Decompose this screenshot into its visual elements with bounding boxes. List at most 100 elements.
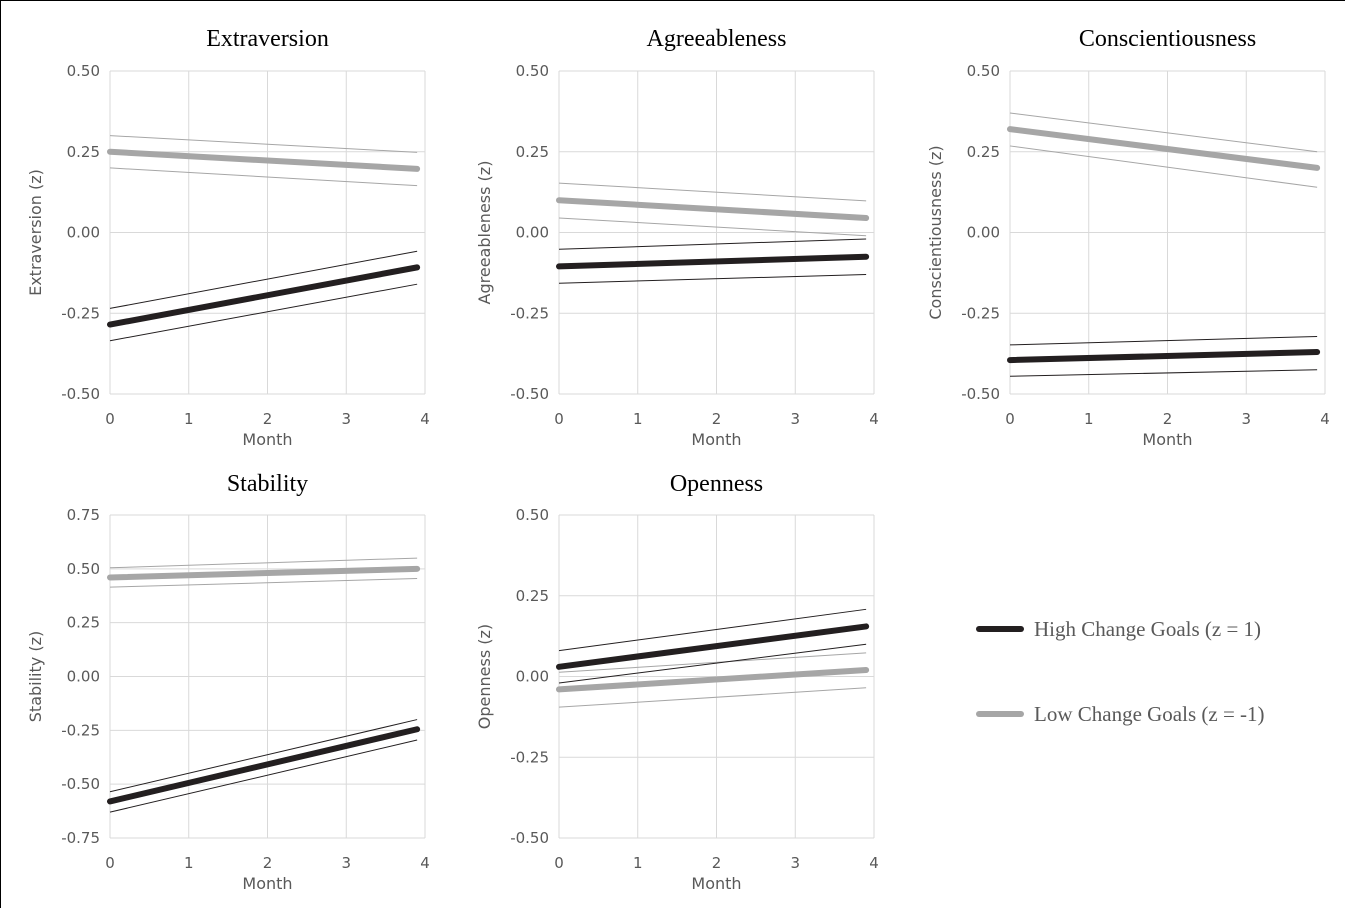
ci-upper-line-low — [1009, 112, 1318, 153]
legend-label-high: High Change Goals (z = 1) — [1034, 617, 1261, 641]
y-tick-label: -0.50 — [510, 829, 549, 847]
ci-lower-line-low — [109, 578, 418, 588]
y-tick-label: 0.50 — [967, 62, 1000, 80]
y-axis-title: Stability (z) — [26, 631, 45, 722]
series-line-low — [107, 148, 421, 172]
y-tick-label: 0.25 — [516, 587, 549, 605]
x-tick-label: 0 — [554, 854, 564, 872]
y-axis-title: Openness (z) — [475, 624, 494, 729]
x-tick-label: 2 — [263, 854, 273, 872]
y-tick-label: 0.00 — [67, 224, 100, 242]
x-tick-label: 1 — [633, 854, 643, 872]
x-tick-label: 4 — [1320, 410, 1330, 428]
panel-conscientiousness: Conscientiousness -0.50 -0.25 0.00 0.25 0.50 0… — [926, 26, 1330, 449]
ci-lower-line-low — [109, 167, 418, 187]
y-tick-label: 0.00 — [516, 224, 549, 242]
y-tick-label: 0.50 — [516, 62, 549, 80]
y-tick-label: 0.75 — [67, 506, 100, 524]
y-tick-label: -0.25 — [510, 304, 549, 322]
x-tick-label: 3 — [1241, 410, 1251, 428]
panel-stability: Stability -0.75 -0.50 -0.25 0.00 0.25 0.50 0.75… — [26, 471, 430, 893]
x-tick-label: 1 — [184, 854, 194, 872]
ci-lower-line-low — [1009, 145, 1318, 188]
y-tick-label: 0.50 — [516, 506, 549, 524]
x-tick-label: 0 — [105, 410, 115, 428]
x-tick-label: 0 — [554, 410, 564, 428]
ci-lower-line-low — [558, 217, 867, 237]
x-tick-label: 2 — [263, 410, 273, 428]
x-tick-label: 3 — [790, 410, 800, 428]
x-tick-label: 1 — [633, 410, 643, 428]
x-tick-label: 3 — [341, 410, 351, 428]
x-axis-title: Month — [1142, 430, 1192, 449]
panel-openness: Openness -0.50 -0.25 0.00 0.25 0.50 0 1 2 3 4 Month… — [475, 471, 879, 893]
y-tick-label: -0.25 — [510, 748, 549, 766]
ci-upper-line-high — [558, 608, 867, 652]
ci-lower-line-high — [558, 643, 867, 684]
ci-lower-line-high — [109, 739, 418, 813]
y-tick-label: 0.25 — [516, 143, 549, 161]
x-axis-title: Month — [242, 874, 292, 893]
x-tick-label: 2 — [712, 410, 722, 428]
y-tick-label: 0.00 — [516, 668, 549, 686]
ci-lower-line-high — [1009, 369, 1318, 377]
series-line-high — [556, 623, 870, 670]
ci-lower-line-high — [558, 273, 867, 284]
panel-extraversion: Extraversion -0.50 -0.25 0.00 0.25 0.50 0 1 2 3 4 M… — [26, 26, 430, 449]
series-line-high — [1007, 349, 1321, 364]
y-tick-label: -0.50 — [961, 385, 1000, 403]
x-tick-label: 3 — [790, 854, 800, 872]
x-axis-title: Month — [242, 430, 292, 449]
y-tick-label: 0.00 — [67, 668, 100, 686]
x-tick-label: 2 — [1163, 410, 1173, 428]
y-tick-label: -0.25 — [961, 304, 1000, 322]
x-tick-label: 3 — [341, 854, 351, 872]
panel-title: Conscientiousness — [1079, 26, 1256, 52]
panel-title: Openness — [670, 471, 763, 497]
series-line-low — [556, 197, 870, 221]
y-tick-label: -0.25 — [61, 721, 100, 739]
y-tick-label: -0.50 — [61, 385, 100, 403]
x-axis-title: Month — [691, 874, 741, 893]
y-axis-title: Agreeableness (z) — [475, 161, 494, 305]
series-line-low — [1007, 126, 1321, 171]
ci-upper-line-low — [558, 652, 867, 673]
panel-title: Agreeableness — [647, 26, 787, 52]
legend: High Change Goals (z = 1) Low Change Goal… — [976, 617, 1265, 726]
y-tick-label: 0.25 — [967, 143, 1000, 161]
y-tick-label: 0.25 — [67, 614, 100, 632]
y-tick-label: 0.00 — [967, 224, 1000, 242]
series-line-low — [107, 565, 421, 581]
y-tick-label: -0.50 — [510, 385, 549, 403]
x-tick-label: 1 — [1084, 410, 1094, 428]
x-tick-label: 4 — [869, 410, 879, 428]
y-tick-label: -0.50 — [61, 775, 100, 793]
y-tick-label: 0.50 — [67, 560, 100, 578]
y-tick-label: -0.75 — [61, 829, 100, 847]
y-tick-label: 0.50 — [67, 62, 100, 80]
series-line-high — [107, 264, 421, 328]
panel-title: Stability — [227, 471, 308, 497]
panel-agreeableness: Agreeableness -0.50 -0.25 0.00 0.25 0.50 0 1 2 3 4… — [475, 26, 879, 449]
y-tick-label: -0.25 — [61, 304, 100, 322]
x-tick-label: 1 — [184, 410, 194, 428]
ci-upper-line-low — [109, 557, 418, 569]
x-axis-title: Month — [691, 430, 741, 449]
series-line-high — [107, 726, 421, 805]
x-tick-label: 0 — [1005, 410, 1015, 428]
ci-upper-line-high — [1009, 336, 1318, 346]
ci-upper-line-low — [558, 182, 867, 202]
ci-upper-line-high — [109, 250, 418, 309]
y-tick-label: 0.25 — [67, 143, 100, 161]
series-line-high — [556, 253, 870, 270]
x-tick-label: 4 — [420, 854, 430, 872]
ci-upper-line-low — [109, 135, 418, 153]
panel-title: Extraversion — [206, 26, 329, 52]
x-tick-label: 2 — [712, 854, 722, 872]
x-tick-label: 0 — [105, 854, 115, 872]
series-line-low — [556, 667, 870, 693]
x-tick-label: 4 — [869, 854, 879, 872]
ci-lower-line-low — [558, 687, 867, 708]
